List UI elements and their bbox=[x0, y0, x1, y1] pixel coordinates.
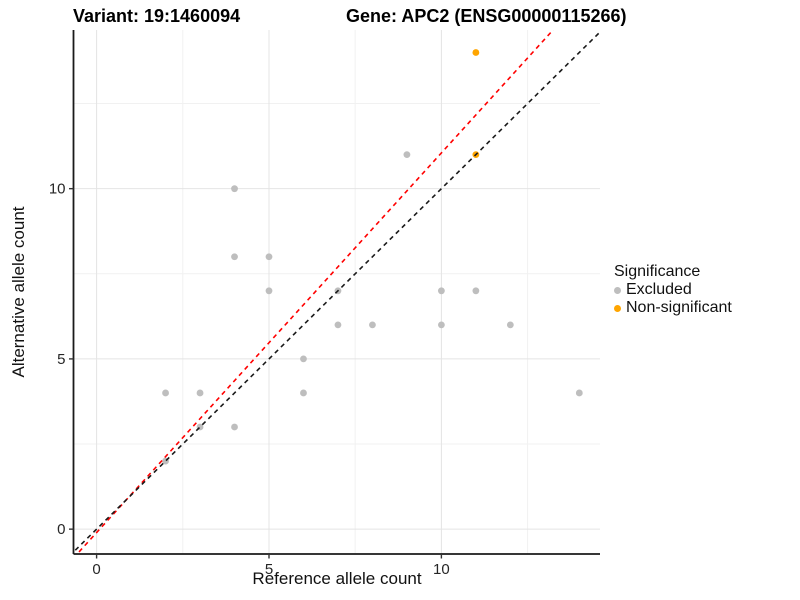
svg-text:10: 10 bbox=[49, 181, 66, 198]
svg-text:10: 10 bbox=[433, 561, 450, 578]
plot-title-gene: Gene: APC2 (ENSG00000115266) bbox=[346, 6, 627, 26]
svg-text:0: 0 bbox=[57, 521, 65, 538]
x-axis-tick-labels: 0 5 10 bbox=[92, 554, 450, 578]
svg-text:5: 5 bbox=[265, 561, 273, 578]
legend-label-non-significant: Non-significant bbox=[626, 299, 732, 316]
plot-title-variant: Variant: 19:1460094 bbox=[73, 6, 241, 26]
y-axis-tick-labels: 0 5 10 bbox=[49, 181, 74, 538]
fit-line bbox=[76, 30, 555, 554]
axis-lines bbox=[72, 30, 600, 555]
minor-gridlines bbox=[73, 30, 600, 554]
non-significant-point-icon bbox=[614, 304, 621, 312]
legend-item-non-significant: Non-significant bbox=[614, 299, 732, 317]
y-axis-title: Alternative allele count bbox=[9, 206, 28, 378]
identity-line bbox=[73, 30, 600, 554]
excluded-points bbox=[162, 151, 583, 465]
legend-item-excluded: Excluded bbox=[614, 281, 732, 299]
legend-title: Significance bbox=[614, 263, 701, 280]
svg-text:0: 0 bbox=[92, 561, 100, 578]
legend: Significance Excluded Non-significant bbox=[614, 262, 732, 317]
excluded-point-icon bbox=[614, 286, 621, 294]
legend-label-excluded: Excluded bbox=[626, 281, 692, 298]
svg-text:5: 5 bbox=[57, 351, 65, 368]
x-axis-title: Reference allele count bbox=[252, 569, 422, 588]
